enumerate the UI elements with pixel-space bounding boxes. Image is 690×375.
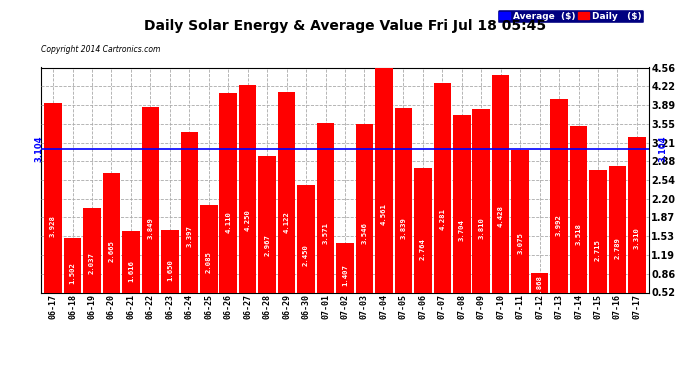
Bar (414, 168, 432, 292)
Text: Daily Solar Energy & Average Value Fri Jul 18 05:45: Daily Solar Energy & Average Value Fri J… (144, 19, 546, 33)
Text: 3.104: 3.104 (34, 135, 43, 162)
Bar (628, 137, 646, 292)
Bar (336, 243, 354, 292)
Text: 1.407: 1.407 (342, 264, 348, 286)
Text: 4.250: 4.250 (245, 209, 250, 231)
Bar (375, 68, 393, 292)
Bar (103, 173, 120, 292)
Bar (219, 93, 237, 292)
Bar (278, 92, 295, 292)
Bar (356, 124, 373, 292)
Text: 3.518: 3.518 (575, 223, 582, 245)
Text: 2.085: 2.085 (206, 251, 212, 273)
Text: 4.122: 4.122 (284, 211, 290, 233)
Text: 3.839: 3.839 (400, 217, 406, 239)
Text: 2.789: 2.789 (615, 237, 620, 259)
Bar (609, 166, 627, 292)
Text: 4.428: 4.428 (497, 206, 504, 227)
Text: 3.310: 3.310 (634, 227, 640, 249)
Bar (297, 185, 315, 292)
Text: 4.281: 4.281 (440, 208, 445, 230)
Text: 3.849: 3.849 (148, 217, 153, 238)
Bar (589, 170, 607, 292)
Text: 1.616: 1.616 (128, 260, 134, 282)
Text: 3.704: 3.704 (459, 219, 465, 242)
Text: 2.967: 2.967 (264, 234, 270, 256)
Bar (63, 238, 81, 292)
Bar (44, 103, 62, 292)
Bar (531, 273, 549, 292)
Bar (200, 206, 217, 292)
Text: 2.037: 2.037 (89, 252, 95, 274)
Bar (161, 230, 179, 292)
Text: 3.397: 3.397 (186, 225, 193, 248)
Text: 2.764: 2.764 (420, 238, 426, 260)
Bar (511, 150, 529, 292)
Bar (453, 115, 471, 292)
Legend: Average  ($), Daily   ($): Average ($), Daily ($) (497, 9, 644, 23)
Bar (551, 99, 568, 292)
Bar (473, 109, 490, 292)
Text: Copyright 2014 Cartronics.com: Copyright 2014 Cartronics.com (41, 45, 161, 54)
Text: 3.992: 3.992 (556, 214, 562, 236)
Text: 4.561: 4.561 (381, 203, 387, 225)
Text: 2.715: 2.715 (595, 239, 601, 261)
Bar (433, 83, 451, 292)
Text: 2.665: 2.665 (108, 240, 115, 262)
Bar (181, 132, 198, 292)
Text: 3.928: 3.928 (50, 215, 56, 237)
Text: 4.110: 4.110 (225, 211, 231, 234)
Bar (83, 208, 101, 292)
Text: 2.450: 2.450 (303, 244, 309, 266)
Bar (317, 123, 334, 292)
Text: 3.810: 3.810 (478, 217, 484, 239)
Bar (239, 85, 257, 292)
Text: 1.502: 1.502 (70, 262, 75, 284)
Text: 3.104: 3.104 (658, 135, 667, 162)
Bar (492, 75, 509, 292)
Bar (258, 156, 276, 292)
Bar (395, 108, 412, 292)
Text: 0.868: 0.868 (537, 275, 542, 297)
Text: 3.546: 3.546 (362, 223, 368, 245)
Text: 1.650: 1.650 (167, 260, 173, 281)
Bar (141, 107, 159, 292)
Bar (570, 126, 587, 292)
Text: 3.571: 3.571 (322, 222, 328, 244)
Bar (122, 231, 139, 292)
Text: 3.075: 3.075 (517, 232, 523, 254)
